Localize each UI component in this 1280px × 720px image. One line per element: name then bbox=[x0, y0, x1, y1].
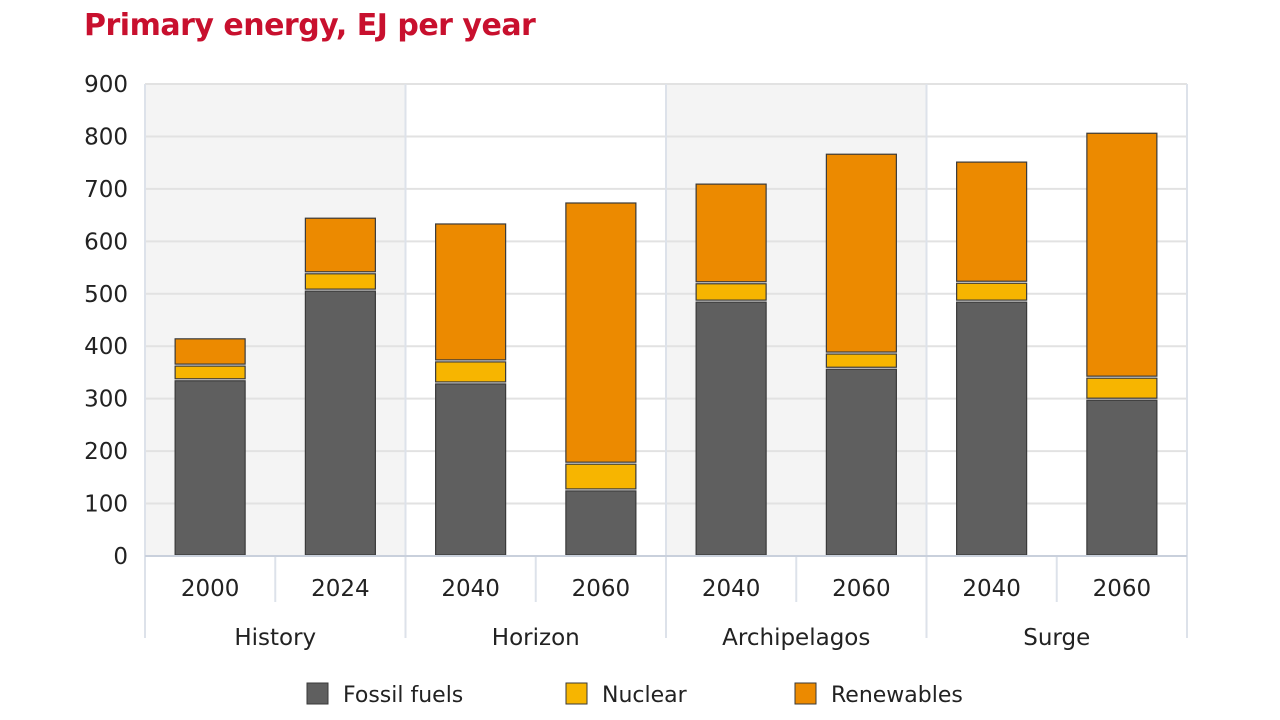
y-tick-label: 900 bbox=[84, 72, 128, 98]
legend-label: Nuclear bbox=[602, 683, 688, 708]
y-tick-label: 0 bbox=[113, 544, 128, 570]
y-tick-label: 500 bbox=[84, 282, 128, 308]
bar-segment-fossil-fuels bbox=[695, 301, 767, 556]
y-tick-label: 400 bbox=[84, 334, 128, 360]
legend-label: Renewables bbox=[831, 683, 963, 708]
x-tick-label: 2060 bbox=[1093, 576, 1152, 602]
bar-segment-renewables bbox=[565, 202, 637, 463]
x-tick-label: 2060 bbox=[832, 576, 891, 602]
x-tick-label: 2040 bbox=[441, 576, 500, 602]
bar-segment-nuclear bbox=[174, 365, 246, 380]
bar-segment-fossil-fuels bbox=[565, 490, 637, 556]
bar-segment-fossil-fuels bbox=[174, 380, 246, 556]
bar-segment-fossil-fuels bbox=[1086, 399, 1158, 556]
bar-segment-renewables bbox=[825, 153, 897, 353]
legend-swatch bbox=[565, 682, 588, 705]
bar-segment-renewables bbox=[1086, 132, 1158, 377]
y-tick-label: 600 bbox=[84, 229, 128, 255]
x-tick-label: 2024 bbox=[311, 576, 370, 602]
bar-segment-fossil-fuels bbox=[825, 368, 897, 556]
group-label: Archipelagos bbox=[722, 625, 870, 651]
legend-swatch bbox=[794, 682, 817, 705]
group-label: History bbox=[234, 625, 316, 651]
x-tick-label: 2060 bbox=[572, 576, 631, 602]
y-tick-label: 300 bbox=[84, 387, 128, 413]
bar-segment-nuclear bbox=[304, 273, 376, 290]
x-tick-label: 2040 bbox=[962, 576, 1021, 602]
bar-segment-nuclear bbox=[565, 463, 637, 490]
bar-segment-renewables bbox=[304, 217, 376, 273]
bar-segment-fossil-fuels bbox=[435, 383, 507, 556]
group-label: Horizon bbox=[492, 625, 580, 651]
bar-segment-nuclear bbox=[1086, 377, 1158, 399]
bar-segment-nuclear bbox=[435, 361, 507, 383]
bar-segment-fossil-fuels bbox=[956, 301, 1028, 556]
bar-segment-nuclear bbox=[695, 283, 767, 301]
legend-swatch bbox=[306, 682, 329, 705]
bar-segment-fossil-fuels bbox=[304, 290, 376, 556]
x-tick-label: 2040 bbox=[702, 576, 761, 602]
bar-segment-renewables bbox=[695, 183, 767, 283]
bar-segment-nuclear bbox=[956, 282, 1028, 301]
y-tick-label: 700 bbox=[84, 177, 128, 203]
bar-segment-renewables bbox=[956, 161, 1028, 282]
y-tick-label: 800 bbox=[84, 124, 128, 150]
bar-segment-renewables bbox=[174, 338, 246, 365]
y-tick-label: 100 bbox=[84, 492, 128, 518]
group-label: Surge bbox=[1023, 625, 1090, 651]
chart-title: Primary energy, EJ per year bbox=[84, 8, 536, 43]
y-tick-label: 200 bbox=[84, 439, 128, 465]
legend-label: Fossil fuels bbox=[343, 683, 463, 708]
bar-segment-nuclear bbox=[825, 353, 897, 368]
bar-segment-renewables bbox=[435, 223, 507, 361]
x-tick-label: 2000 bbox=[181, 576, 240, 602]
